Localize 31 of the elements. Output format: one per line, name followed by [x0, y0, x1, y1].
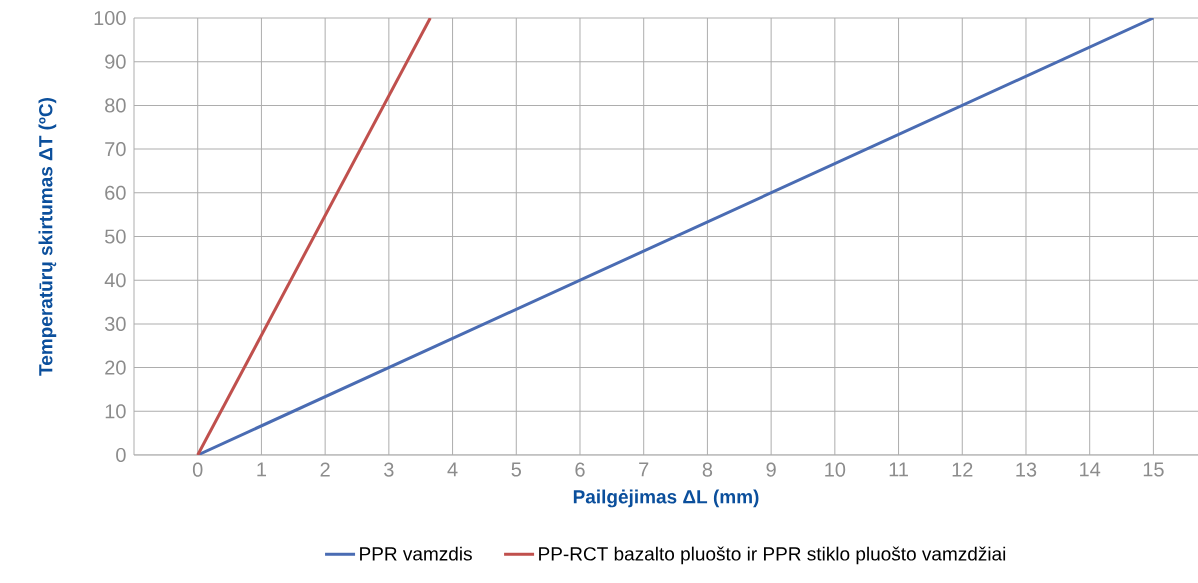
x-tick-label: 6 — [575, 462, 585, 477]
x-axis-title: Pailgėjimas ΔL (mm) — [573, 489, 759, 508]
y-axis-title: Temperatūrų skirtumas ΔT (ºC) — [38, 98, 57, 376]
y-tick-label: 10 — [105, 404, 126, 419]
x-tick-label: 10 — [825, 462, 846, 477]
x-tick-label: 4 — [447, 462, 458, 477]
x-tick-label: 15 — [1143, 462, 1164, 477]
x-tick-label: 5 — [511, 462, 521, 477]
y-tick-label: 60 — [105, 185, 126, 200]
x-tick-label: 3 — [384, 462, 394, 477]
x-tick-label: 11 — [889, 462, 908, 477]
legend-label: PP-RCT bazalto pluošto ir PPR stiklo pluošto vamzdžiai — [539, 546, 1006, 565]
y-tick-label: 100 — [94, 10, 126, 26]
y-tick-label: 20 — [105, 360, 126, 375]
y-tick-label: 0 — [116, 447, 126, 463]
y-tick-label: 50 — [105, 229, 126, 244]
x-tick-label: 12 — [952, 462, 973, 477]
x-tick-label: 13 — [1016, 462, 1037, 477]
y-tick-label: 80 — [105, 98, 126, 113]
y-tick-label: 40 — [104, 273, 126, 288]
legend-label: PPR vamzdis — [360, 546, 472, 561]
x-tick-label: 0 — [192, 462, 203, 477]
y-tick-label: 70 — [105, 142, 126, 157]
y-tick-label: 30 — [104, 316, 126, 331]
x-tick-label: 14 — [1080, 462, 1101, 477]
x-tick-label: 1 — [257, 462, 267, 477]
x-tick-label: 9 — [766, 462, 776, 477]
x-tick-label: 8 — [702, 462, 713, 477]
x-tick-label: 2 — [320, 462, 330, 477]
x-tick-label: 7 — [639, 462, 649, 477]
y-tick-label: 90 — [105, 54, 126, 69]
